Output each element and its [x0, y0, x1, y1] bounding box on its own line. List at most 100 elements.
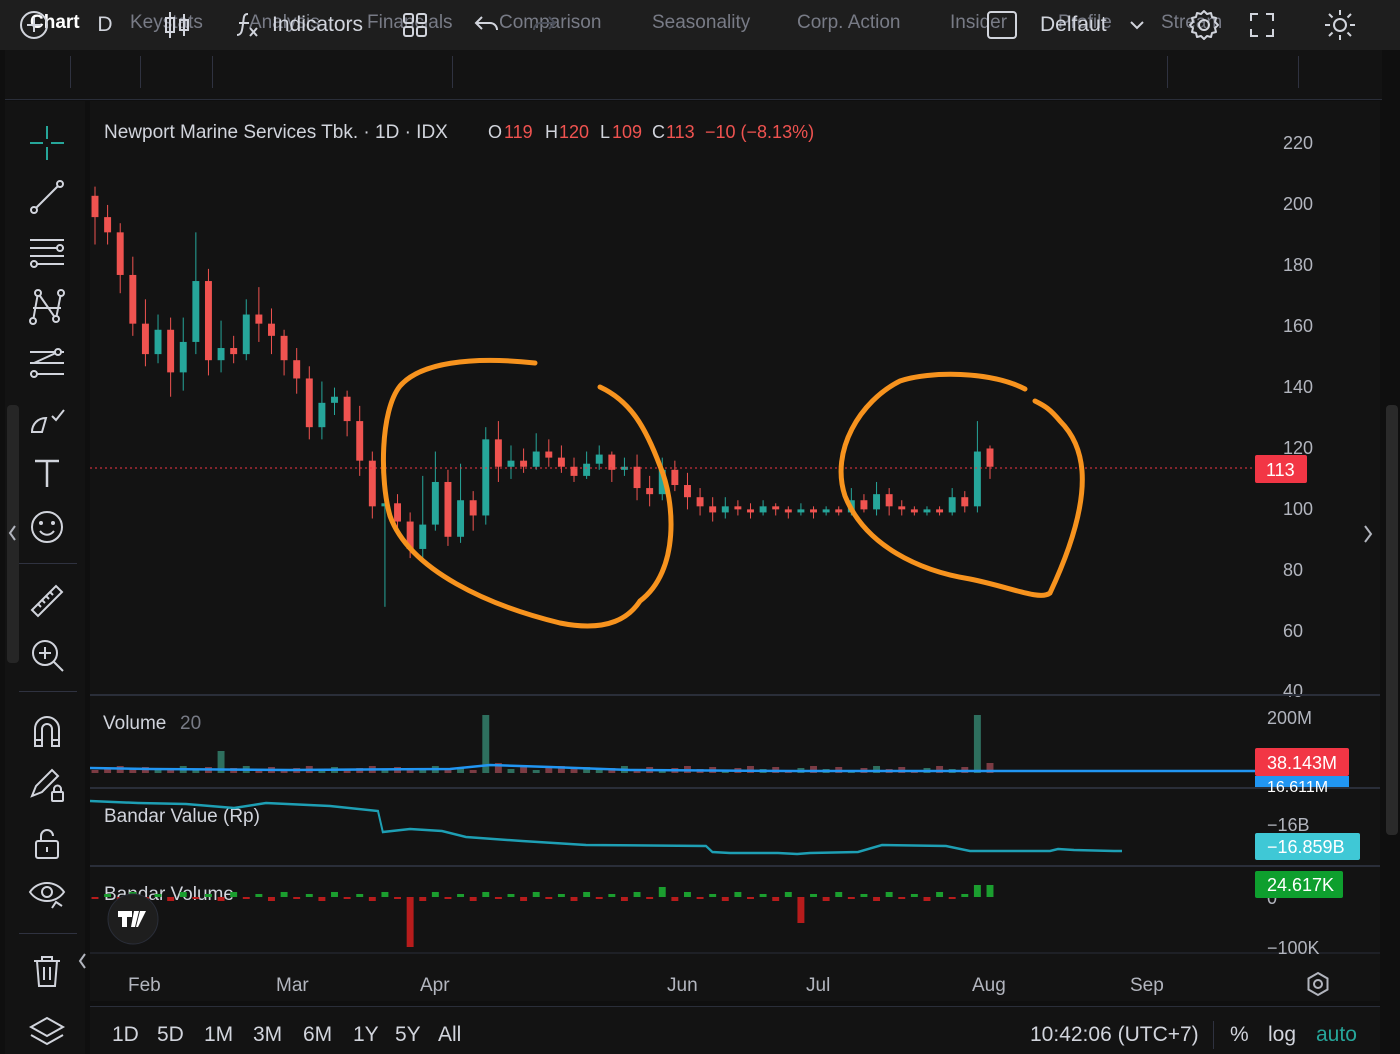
- candle-body: [331, 396, 338, 403]
- candle-body: [520, 460, 528, 467]
- range-5y[interactable]: 5Y: [395, 1023, 421, 1046]
- unlock-icon: [35, 829, 59, 859]
- chart-area[interactable]: 220 200 180 160 140 120 100 80 60 40 113…: [89, 101, 1380, 1001]
- volume-bar: [343, 770, 351, 773]
- bandar-volume-bar: [192, 897, 200, 899]
- interval-button[interactable]: D: [97, 13, 113, 36]
- price-tick: 180: [1283, 255, 1313, 275]
- candle-body: [268, 323, 275, 336]
- log-toggle[interactable]: log: [1268, 1023, 1297, 1046]
- range-5d[interactable]: 5D: [157, 1023, 184, 1046]
- bandar-volume-bar: [608, 894, 616, 897]
- bandar-volume-bar: [356, 894, 364, 897]
- layout-select[interactable]: Delfaut: [1040, 8, 1164, 42]
- square-icon: [987, 11, 1017, 39]
- range-1m[interactable]: 1M: [204, 1023, 234, 1046]
- crosshair-icon: [30, 126, 64, 160]
- zoom-tool[interactable]: [27, 635, 67, 675]
- left-scrollbar[interactable]: [7, 405, 19, 663]
- candle-body: [204, 281, 212, 361]
- auto-toggle[interactable]: auto: [1316, 1023, 1357, 1046]
- bandar-value-line: [89, 799, 1123, 856]
- theme-button[interactable]: [1322, 8, 1358, 42]
- chart-type-button[interactable]: [160, 8, 194, 42]
- candle-body: [583, 463, 591, 476]
- candle-body: [961, 497, 969, 507]
- candle-body: [734, 506, 742, 510]
- lock-drawing-tool[interactable]: [27, 765, 67, 805]
- layout-box-button[interactable]: [985, 8, 1019, 42]
- ohlc-c-label: C: [652, 122, 665, 142]
- measure-tool[interactable]: [27, 581, 67, 621]
- trendline-tool[interactable]: [27, 177, 67, 217]
- bandar-volume-bar: [444, 897, 452, 899]
- fib-tool[interactable]: [27, 233, 67, 273]
- bandar-volume-bar: [646, 897, 654, 899]
- chevron-down-icon: [1129, 21, 1144, 30]
- bandar-volume-bar: [595, 897, 603, 899]
- volume-bar: [167, 768, 175, 773]
- range-6m[interactable]: 6M: [303, 1023, 333, 1046]
- range-all[interactable]: All: [438, 1023, 462, 1046]
- candle-body: [305, 378, 313, 428]
- candle-body: [910, 509, 918, 513]
- tab-seasonality[interactable]: Seasonality: [652, 12, 751, 33]
- indicators-button[interactable]: Indicators: [232, 8, 378, 42]
- bandar-volume-bar: [696, 897, 704, 899]
- volume-bar: [936, 766, 944, 773]
- candle-body: [406, 521, 414, 549]
- trendline-icon: [30, 180, 64, 214]
- candle-body: [620, 466, 628, 470]
- ohlc-c-value: 113: [666, 122, 695, 142]
- price-tick: 60: [1283, 621, 1303, 641]
- crosshair-tool[interactable]: [27, 123, 67, 163]
- range-1y[interactable]: 1Y: [353, 1023, 379, 1046]
- forecast-tool[interactable]: [27, 343, 67, 383]
- brush-tool[interactable]: [27, 399, 67, 439]
- collapse-toolbar-arrow[interactable]: [77, 950, 89, 972]
- hide-drawings-tool[interactable]: [27, 873, 67, 913]
- emoji-tool[interactable]: [27, 507, 67, 547]
- collapse-left-arrow[interactable]: [7, 522, 19, 544]
- fullscreen-button[interactable]: [1245, 8, 1279, 42]
- range-3m[interactable]: 3M: [253, 1023, 283, 1046]
- text-tool[interactable]: [27, 453, 67, 493]
- bandar-volume-bar: [658, 887, 666, 897]
- tab-insider[interactable]: Insider: [950, 12, 1008, 33]
- right-scrollbar[interactable]: [1386, 405, 1398, 835]
- tab-profile[interactable]: Profile: [1058, 12, 1112, 33]
- magnet-tool[interactable]: [27, 711, 67, 751]
- tab-corp-action[interactable]: Corp. Action: [797, 12, 901, 33]
- candle-body: [154, 329, 162, 355]
- bandar-value-title: Bandar Value (Rp): [104, 806, 260, 827]
- bandar-volume-bar: [494, 897, 502, 899]
- object-tree-tool[interactable]: [27, 1013, 67, 1053]
- candle-body: [419, 524, 427, 549]
- range-1d[interactable]: 1D: [112, 1023, 139, 1046]
- tab-analysis[interactable]: Analysis: [249, 12, 320, 33]
- undo-button[interactable]: [470, 8, 504, 42]
- volume-title: Volume: [103, 713, 166, 734]
- candle-body: [255, 314, 263, 324]
- volume-bar: [557, 766, 565, 773]
- redo-button[interactable]: [527, 8, 561, 42]
- settings-button[interactable]: [1186, 8, 1222, 42]
- bandar-volume-bar: [204, 894, 212, 897]
- bandar-volume-bar: [154, 894, 162, 897]
- ohlc-l-value: 109: [612, 122, 642, 142]
- templates-button[interactable]: [398, 8, 432, 42]
- pattern-tool[interactable]: [27, 287, 67, 327]
- candle-body: [104, 217, 112, 233]
- text-icon: [35, 459, 59, 487]
- add-symbol-button[interactable]: [16, 8, 52, 42]
- annotation-circle-right: [838, 371, 1085, 598]
- chart-svg[interactable]: 220 200 180 160 140 120 100 80 60 40 113…: [89, 101, 1380, 1001]
- bandar-volume-bar: [368, 897, 376, 901]
- delete-drawings-tool[interactable]: [27, 951, 67, 991]
- bandar-volume-bar: [747, 897, 754, 899]
- forecast-icon: [30, 348, 64, 378]
- percent-toggle[interactable]: %: [1230, 1023, 1249, 1046]
- tab-chart[interactable]: Chart: [30, 12, 80, 33]
- volume-bar: [545, 768, 553, 773]
- lock-all-tool[interactable]: [27, 823, 67, 863]
